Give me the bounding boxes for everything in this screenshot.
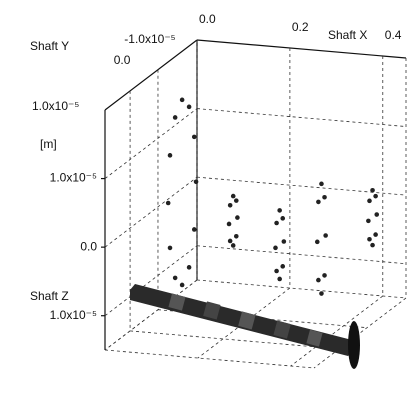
orbit-point <box>192 227 197 232</box>
y-tick-label: -1.0x10⁻⁵ <box>124 32 175 46</box>
orbit-point <box>315 240 320 245</box>
z-tick-label: 0.0 <box>80 239 97 253</box>
y-axis-label: Shaft Y <box>30 39 69 53</box>
orbit-point <box>173 276 178 281</box>
grid-line <box>105 177 197 247</box>
orbit-point <box>187 265 192 270</box>
x-tick-label: 0.2 <box>292 20 309 34</box>
orbit-point <box>235 215 240 220</box>
z-tick-label: 1.0x10⁻⁵ <box>50 308 97 322</box>
orbit-point <box>373 194 378 199</box>
grid-line <box>197 246 406 264</box>
orbit-point <box>280 216 285 221</box>
orbit-point <box>277 277 282 282</box>
orbit-point <box>180 98 185 103</box>
orbit-point <box>282 239 287 244</box>
orbit-point <box>366 219 371 224</box>
x-axis-label: Shaft X <box>328 28 367 42</box>
z-tick-label: 1.0x10⁻⁵ <box>50 171 97 185</box>
orbit-point <box>231 243 236 248</box>
orbit-point <box>277 208 282 213</box>
orbit-point <box>370 243 375 248</box>
orbit-point <box>274 269 279 274</box>
grid-line <box>105 109 197 179</box>
orbit-point <box>234 198 239 203</box>
orbit-point <box>316 278 321 283</box>
orbit-point <box>316 200 321 205</box>
z-axis-label: Shaft Z <box>30 289 69 303</box>
orbit-point <box>187 105 192 110</box>
orbit-point <box>273 246 278 251</box>
orbit-point <box>168 153 173 158</box>
axis-line <box>105 350 314 368</box>
z-unit-label: [m] <box>40 137 57 151</box>
orbit-point <box>166 201 171 206</box>
orbit-point <box>194 179 199 184</box>
orbit-point <box>234 234 239 239</box>
y-tick-label: 0.0 <box>114 53 131 67</box>
orbit-point <box>192 135 197 140</box>
orbit-point <box>319 291 324 296</box>
orbit-point <box>319 182 324 187</box>
orbit-point <box>322 273 327 278</box>
orbit-point <box>173 115 178 120</box>
orbit-point <box>323 233 328 238</box>
orbit-point <box>227 222 232 227</box>
z-scale-label: 1.0x10⁻⁵ <box>32 99 79 113</box>
orbit-point <box>367 199 372 204</box>
axis-labels: Shaft Y Shaft X Shaft Z 1.0x10⁻⁵ [m] <box>30 28 367 303</box>
grid-line <box>197 177 406 195</box>
points-layer <box>166 98 379 296</box>
orbit-point <box>274 221 279 226</box>
orbit-point <box>373 232 378 237</box>
orbit-point <box>231 194 236 199</box>
shaft-flange <box>348 321 360 369</box>
orbit-point <box>228 239 233 244</box>
orbit-point <box>180 283 185 288</box>
orbit-point <box>367 237 372 242</box>
x-tick-label: 0.0 <box>199 12 216 26</box>
orbit-point <box>322 195 327 200</box>
orbit-point <box>374 212 379 217</box>
orbit-point <box>370 188 375 193</box>
orbit-point <box>280 264 285 269</box>
grid-line <box>197 109 406 127</box>
axis-line <box>197 40 406 58</box>
axis-line <box>197 280 406 298</box>
orbit-point <box>168 246 173 251</box>
axis-line <box>314 298 406 368</box>
chart: Shaft Y Shaft X Shaft Z 1.0x10⁻⁵ [m] 0.0… <box>0 0 420 414</box>
x-tick-label: 0.4 <box>385 28 402 42</box>
camshaft-drawing <box>130 284 360 369</box>
orbit-point <box>228 203 233 208</box>
